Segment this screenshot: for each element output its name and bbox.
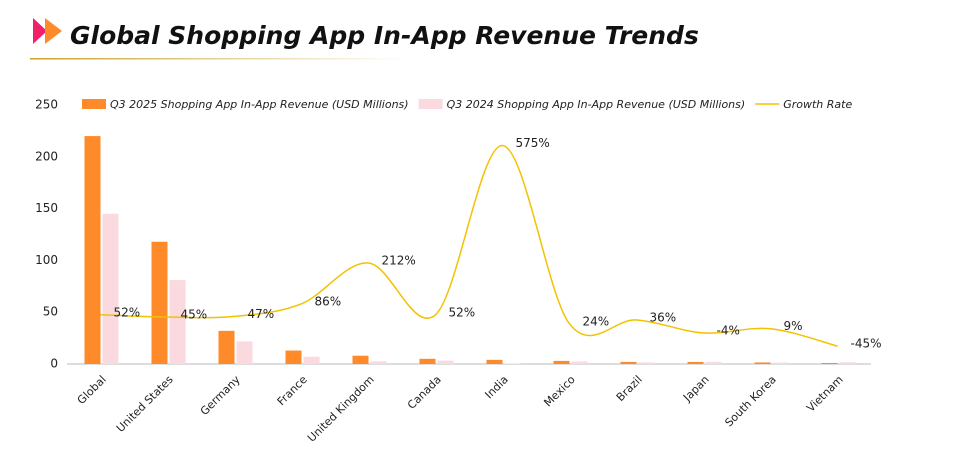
logo: [45, 18, 62, 44]
data-label: 52%: [449, 305, 476, 319]
x-tick-label: Global: [75, 373, 109, 407]
data-label: 45%: [181, 308, 208, 322]
bar: [285, 350, 302, 364]
bar: [352, 355, 369, 364]
data-label: 52%: [114, 305, 141, 319]
bar: [620, 361, 637, 364]
x-tick-label: Canada: [405, 373, 444, 412]
y-tick-label: 150: [35, 201, 58, 215]
bar: [151, 241, 168, 364]
legend-label: Q3 2024 Shopping App In-App Revenue (USD…: [447, 98, 746, 111]
y-tick-label: 250: [35, 98, 58, 112]
bar: [437, 360, 454, 364]
bar: [687, 361, 704, 364]
x-tick-label: United Kingdom: [305, 373, 377, 445]
y-tick-label: 100: [35, 253, 58, 267]
x-tick-label: Germany: [198, 373, 243, 418]
data-label: -4%: [717, 323, 740, 337]
x-tick-label: India: [482, 373, 510, 401]
legend-swatch: [82, 99, 106, 109]
data-label: 24%: [583, 314, 610, 328]
bar: [84, 136, 101, 364]
logo: [33, 18, 47, 44]
data-label: 212%: [382, 253, 416, 267]
bar: [236, 341, 253, 364]
x-tick-label: Mexico: [541, 373, 578, 410]
data-label: 575%: [516, 136, 550, 150]
bar: [821, 362, 838, 364]
data-label: 86%: [315, 294, 342, 308]
title-underline: [30, 58, 410, 60]
y-tick-label: 50: [43, 305, 58, 319]
bar: [754, 362, 771, 364]
data-label: 47%: [248, 307, 275, 321]
x-tick-label: United States: [114, 373, 176, 435]
bar: [705, 361, 722, 364]
bar: [102, 213, 119, 364]
data-label: -45%: [851, 337, 882, 351]
bar: [370, 361, 387, 364]
legend-label: Growth Rate: [783, 98, 852, 111]
data-label: 9%: [784, 319, 803, 333]
x-tick-label: France: [275, 373, 310, 408]
x-tick-label: Vietnam: [804, 373, 846, 415]
x-tick-label: South Korea: [722, 373, 778, 429]
bar: [504, 363, 521, 364]
chart-title: Global Shopping App In-App Revenue Trend…: [70, 21, 699, 50]
x-tick-label: Brazil: [614, 373, 645, 404]
y-tick-label: 0: [50, 357, 58, 371]
bar: [486, 359, 503, 364]
bar: [169, 280, 186, 364]
bar: [218, 330, 235, 364]
legend-swatch: [418, 99, 443, 109]
bar: [571, 361, 588, 364]
legend-label: Q3 2025 Shopping App In-App Revenue (USD…: [110, 98, 409, 111]
bar: [772, 362, 789, 364]
x-tick-label: Japan: [680, 373, 712, 405]
bar: [553, 360, 570, 364]
data-label: 36%: [650, 310, 677, 324]
bar: [419, 358, 436, 364]
line: [100, 144, 838, 347]
bar: [638, 362, 655, 364]
y-tick-label: 200: [35, 149, 58, 163]
bar: [839, 362, 856, 364]
bar: [303, 356, 320, 364]
